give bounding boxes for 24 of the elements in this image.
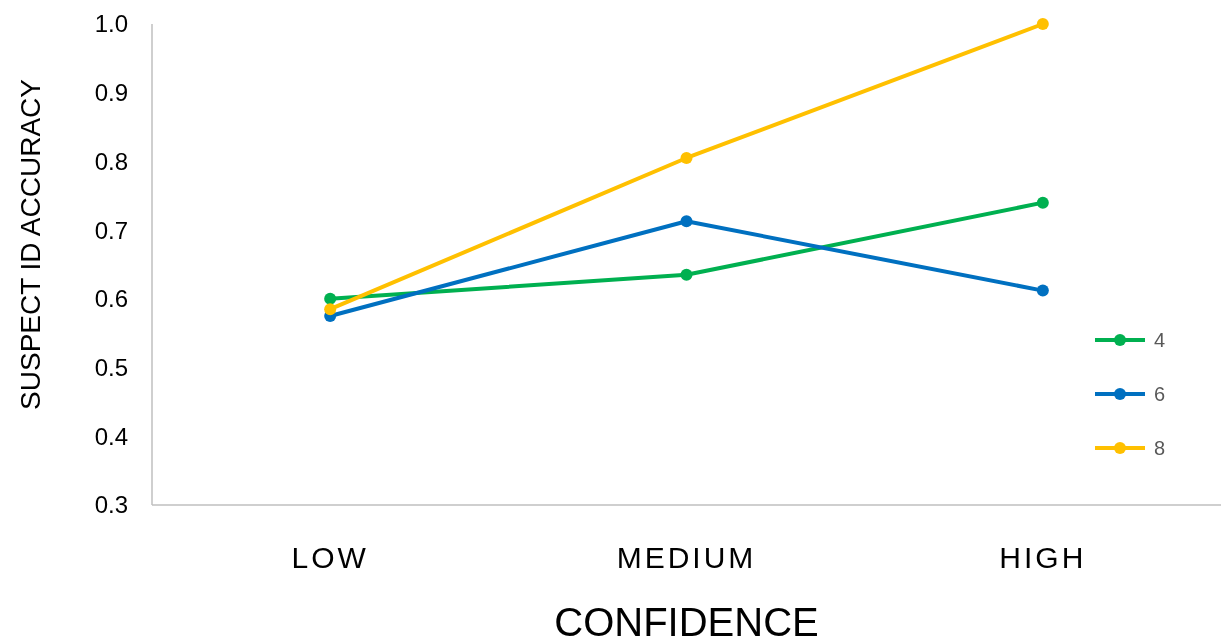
- point: [1036, 196, 1049, 209]
- point: [324, 292, 337, 305]
- point: [680, 268, 693, 281]
- x-tick-label: HIGH: [999, 541, 1087, 574]
- point: [1036, 284, 1049, 297]
- point: [680, 215, 693, 228]
- y-tick-label: 0.5: [94, 353, 128, 381]
- legend-label: 8: [1154, 437, 1166, 459]
- point: [680, 151, 693, 164]
- x-tick-label: MEDIUM: [616, 541, 757, 574]
- y-tick-label: 0.3: [94, 491, 128, 519]
- y-tick-label: 0.4: [94, 422, 128, 450]
- point: [324, 303, 337, 316]
- y-tick-label: 0.8: [94, 147, 128, 175]
- y-tick-label: 0.7: [94, 216, 128, 244]
- x-tick-label: LOW: [291, 541, 369, 574]
- legend-label: 6: [1154, 383, 1166, 405]
- y-tick-label: 1.0: [94, 10, 128, 38]
- point: [1036, 18, 1049, 30]
- y-tick-label: 0.9: [94, 79, 128, 107]
- y-tick-label: 0.6: [94, 285, 128, 313]
- x-axis-title: CONFIDENCE: [554, 600, 819, 643]
- y-axis-title: SUSPECT ID ACCURACY: [15, 78, 46, 410]
- legend-label: 4: [1154, 329, 1166, 351]
